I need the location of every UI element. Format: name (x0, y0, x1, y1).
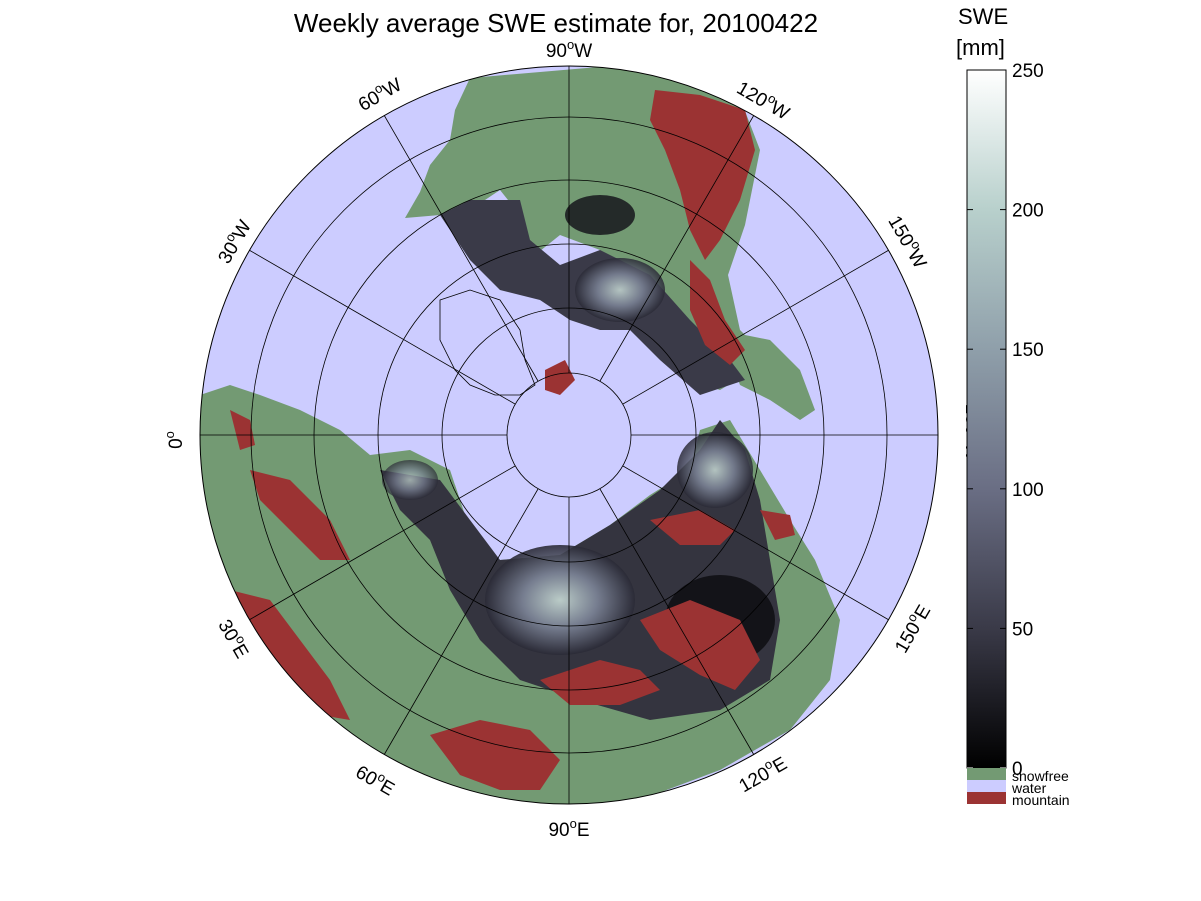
label-90e: 90oE (548, 816, 589, 841)
colorbar-tick-label: 100 (1012, 480, 1044, 501)
colorbar: SWE [mm] 0 50 100 150 200 250 (956, 4, 1044, 780)
colorbar-label-line1: SWE (958, 4, 1008, 29)
colorbar-gradient (966, 69, 1007, 769)
label-60e: 60oE (352, 758, 400, 800)
swe-peak-siberia-west (485, 545, 635, 655)
legend-label-mountain: mountain (1012, 792, 1070, 808)
legend-swatch-snowfree (967, 768, 1006, 780)
colorbar-tick-label: 250 (1012, 61, 1044, 82)
colorbar-label-line2: [mm] (956, 35, 1005, 60)
greenland (439, 289, 536, 396)
alaska (720, 330, 815, 420)
colorbar-tick-label: 50 (1012, 619, 1033, 640)
swe-peak-canada (575, 258, 665, 322)
label-0: 0o (162, 431, 187, 449)
colorbar-tick-label: 200 (1012, 201, 1044, 222)
label-90w: 90oW (546, 37, 592, 62)
legend: snowfree water mountain (967, 768, 1070, 808)
colorbar-tick-label: 0 (1012, 759, 1023, 780)
legend-swatch-water (967, 780, 1006, 792)
meridian-lines (200, 66, 938, 804)
mountain-regions (230, 90, 795, 790)
swe-peak-scandinavia (382, 460, 438, 500)
swe-peak-siberia-east (677, 432, 753, 508)
map-boundary (199, 65, 939, 805)
polar-map: 90oW 60oW 120oW 30oW 150oW 0o 180oW 30oE (162, 37, 986, 841)
colorbar-tick-label: 150 (1012, 340, 1044, 361)
legend-swatch-mountain (967, 792, 1006, 804)
legend-label-snowfree: snowfree (1012, 768, 1069, 784)
legend-label-water: water (1011, 780, 1047, 796)
chart-title: Weekly average SWE estimate for, 2010042… (294, 8, 818, 38)
swe-dark-nw-canada (565, 195, 635, 235)
label-30e: 30oE (213, 614, 255, 662)
